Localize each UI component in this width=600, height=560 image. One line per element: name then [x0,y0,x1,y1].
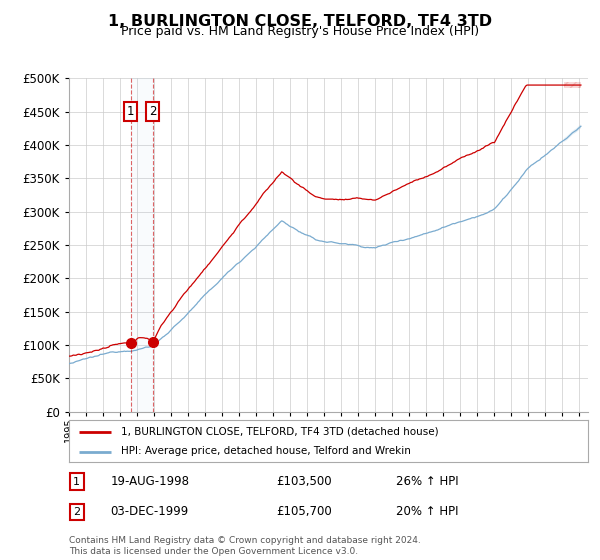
Bar [131,78,153,412]
Text: 2: 2 [149,105,157,118]
Text: 20% ↑ HPI: 20% ↑ HPI [396,506,458,519]
Text: 26% ↑ HPI: 26% ↑ HPI [396,475,458,488]
Text: £105,700: £105,700 [277,506,332,519]
Text: Contains HM Land Registry data © Crown copyright and database right 2024.
This d: Contains HM Land Registry data © Crown c… [69,536,421,556]
Text: £103,500: £103,500 [277,475,332,488]
Text: 1, BURLINGTON CLOSE, TELFORD, TF4 3TD (detached house): 1, BURLINGTON CLOSE, TELFORD, TF4 3TD (d… [121,427,439,437]
Text: 1: 1 [73,477,80,487]
Text: 2: 2 [73,507,80,517]
Text: 1, BURLINGTON CLOSE, TELFORD, TF4 3TD: 1, BURLINGTON CLOSE, TELFORD, TF4 3TD [108,14,492,29]
Text: 19-AUG-1998: 19-AUG-1998 [110,475,190,488]
Text: Price paid vs. HM Land Registry's House Price Index (HPI): Price paid vs. HM Land Registry's House … [121,25,479,38]
Text: 1: 1 [127,105,134,118]
Text: HPI: Average price, detached house, Telford and Wrekin: HPI: Average price, detached house, Telf… [121,446,411,456]
Text: 03-DEC-1999: 03-DEC-1999 [110,506,189,519]
